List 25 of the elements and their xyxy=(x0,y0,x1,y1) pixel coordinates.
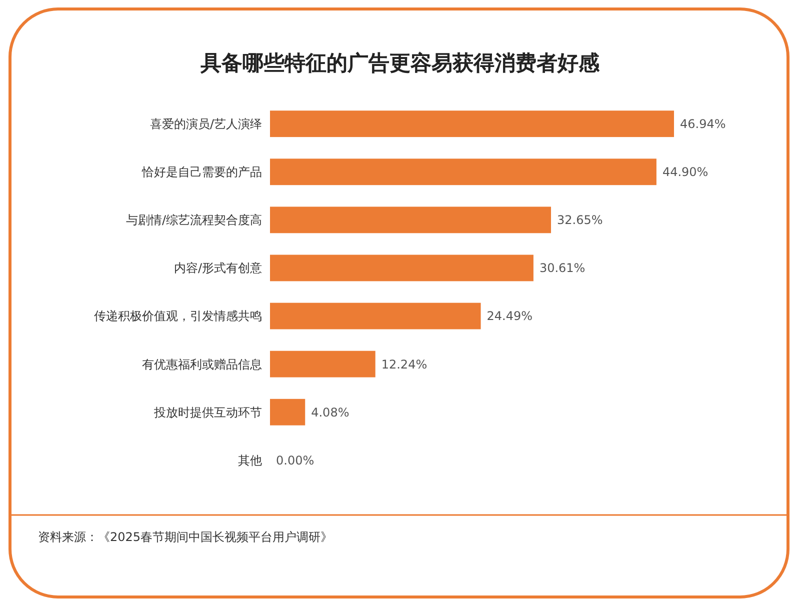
data-label: 12.24% xyxy=(381,357,428,372)
y-tick-label: 内容/形式有创意 xyxy=(174,261,262,276)
bar xyxy=(270,302,481,330)
data-label: 4.08% xyxy=(311,405,350,420)
bar xyxy=(270,206,552,234)
chart-title: 具备哪些特征的广告更容易获得消费者好感 xyxy=(200,51,600,75)
y-tick-label: 恰好是自己需要的产品 xyxy=(141,165,262,180)
y-tick-label: 投放时提供互动环节 xyxy=(153,405,262,420)
y-tick-label: 喜爱的演员/艺人演绎 xyxy=(150,117,262,132)
data-label: 0.00% xyxy=(276,453,314,468)
data-label: 44.90% xyxy=(662,165,708,180)
y-tick-label: 传递积极价值观，引发情感共鸣 xyxy=(94,309,262,324)
y-tick-label: 有优惠福利或赠品信息 xyxy=(142,357,262,372)
data-label: 30.61% xyxy=(539,261,586,276)
data-label: 46.94% xyxy=(680,117,726,132)
bar xyxy=(270,350,376,378)
bar xyxy=(270,110,674,138)
y-tick-label: 与剧情/综艺流程契合度高 xyxy=(126,213,262,228)
bar xyxy=(270,158,656,186)
data-label: 32.65% xyxy=(557,213,603,228)
text: 资料来源：《2025春节期间中国长视频平台用户调研》 xyxy=(38,530,333,544)
bar xyxy=(270,398,306,426)
y-tick-label: 其他 xyxy=(238,453,262,468)
bar xyxy=(270,254,534,282)
data-label: 24.49% xyxy=(486,309,533,324)
